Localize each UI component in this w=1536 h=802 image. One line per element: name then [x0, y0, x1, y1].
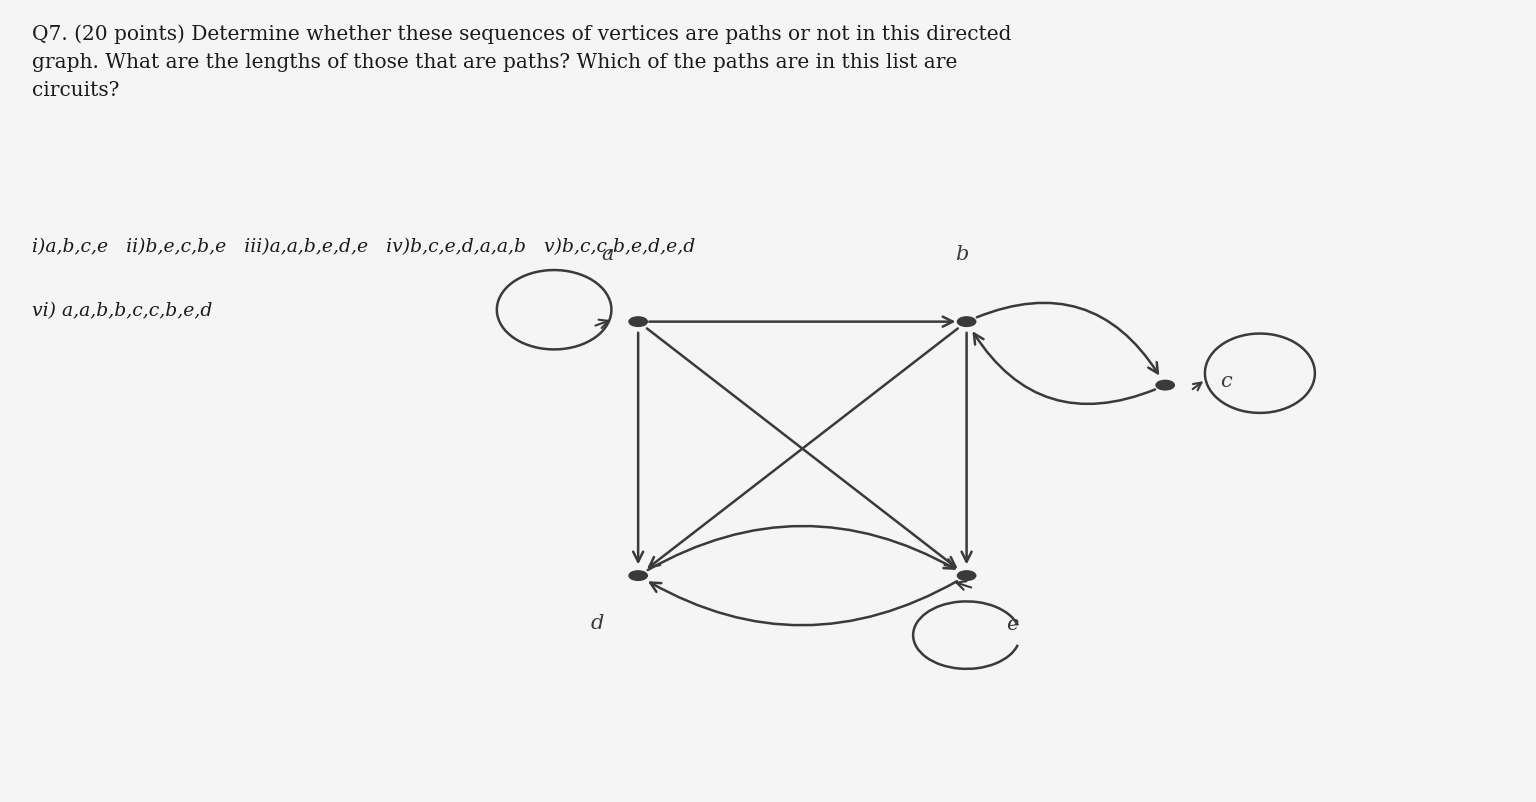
Text: Q7. (20 points) Determine whether these sequences of vertices are paths or not i: Q7. (20 points) Determine whether these …: [32, 24, 1011, 99]
Text: c: c: [1221, 371, 1232, 391]
Text: i)a,b,c,e   ii)b,e,c,b,e   iii)a,a,b,e,d,e   iv)b,c,e,d,a,a,b   v)b,c,c,b,e,d,e,: i)a,b,c,e ii)b,e,c,b,e iii)a,a,b,e,d,e i…: [32, 238, 694, 257]
Circle shape: [957, 317, 975, 326]
Circle shape: [628, 317, 647, 326]
Circle shape: [628, 571, 647, 581]
Circle shape: [957, 571, 975, 581]
Text: e: e: [1006, 615, 1018, 634]
Text: a: a: [602, 245, 614, 264]
Text: b: b: [955, 245, 969, 264]
Text: d: d: [590, 614, 604, 633]
Circle shape: [1157, 380, 1175, 390]
Text: vi) a,a,b,b,c,c,b,e,d: vi) a,a,b,b,c,c,b,e,d: [32, 302, 212, 320]
